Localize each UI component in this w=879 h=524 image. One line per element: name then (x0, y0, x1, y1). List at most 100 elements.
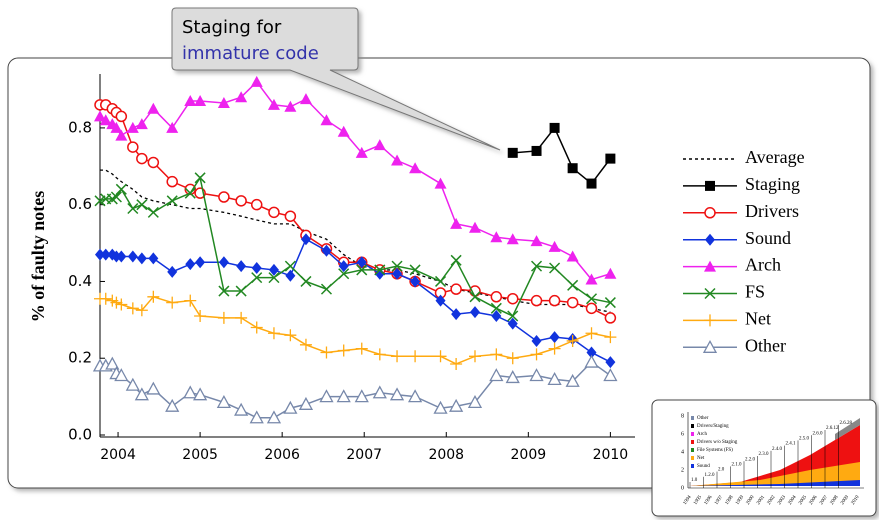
inset-legend-swatch (691, 448, 694, 452)
marker (285, 269, 296, 282)
marker (126, 121, 139, 133)
y-tick-label: 0.0 (68, 426, 92, 444)
marker (185, 258, 196, 271)
inset-legend-swatch (691, 424, 694, 428)
marker (251, 272, 263, 284)
inset-x-tick-label: 2008 (830, 495, 840, 506)
inset-version-label: 2.3.0 (759, 452, 770, 457)
marker (434, 177, 447, 189)
marker (184, 294, 197, 307)
marker (604, 312, 617, 324)
marker (148, 252, 159, 265)
marker (374, 264, 386, 276)
marker (338, 268, 350, 280)
marker (95, 248, 105, 261)
marker (372, 385, 387, 399)
marker (125, 377, 140, 391)
inset-x-tick-label: 2003 (777, 495, 787, 506)
marker (585, 273, 598, 285)
marker (356, 256, 367, 269)
inset-legend-swatch (691, 464, 694, 468)
marker (99, 114, 112, 126)
marker (126, 302, 139, 315)
marker (195, 256, 206, 269)
marker (114, 368, 129, 382)
marker (115, 110, 128, 123)
legend-label: Net (745, 309, 771, 329)
marker (505, 370, 520, 384)
marker (105, 356, 120, 370)
marker (115, 298, 128, 311)
inset-y-tick-label: 2 (681, 467, 684, 473)
marker (704, 260, 716, 272)
inset-x-tick-label: 2007 (819, 495, 829, 506)
marker (531, 334, 542, 347)
marker (136, 152, 148, 165)
marker (299, 93, 312, 105)
marker (410, 275, 421, 288)
marker (100, 248, 111, 261)
inset-version-label: 2.1.0 (732, 463, 743, 468)
legend-label: Staging (745, 174, 800, 194)
marker (584, 354, 599, 368)
y-axis-label: % of faulty notes (28, 191, 48, 323)
marker (605, 356, 616, 369)
marker (298, 396, 314, 410)
inset-version-label: 2.2.0 (745, 457, 756, 462)
inset-version-label: 2.6.12 (826, 426, 839, 431)
marker (530, 294, 543, 307)
inset-legend-label: Sound (697, 464, 710, 469)
y-tick-label: 0.2 (68, 349, 92, 367)
marker (548, 342, 561, 355)
inset-x-tick-label: 2006 (809, 495, 819, 506)
marker (392, 267, 403, 280)
marker (320, 114, 333, 126)
frame (7, 57, 871, 489)
marker (216, 395, 231, 409)
marker (184, 95, 197, 107)
marker (250, 75, 263, 87)
marker (284, 100, 297, 112)
marker (251, 262, 262, 275)
marker (235, 285, 247, 297)
x-tick-label: 2008 (428, 447, 464, 463)
marker (284, 329, 297, 342)
marker (284, 260, 296, 272)
marker (468, 350, 481, 363)
inset-version-label: 2.4.0 (772, 447, 783, 452)
marker (336, 389, 351, 403)
legend-label: Drivers (745, 201, 799, 221)
marker (435, 294, 446, 307)
marker (530, 348, 543, 361)
inset-legend-label: Drivers/Staging (697, 424, 729, 429)
inset-legend-swatch (691, 456, 694, 460)
marker (507, 317, 518, 330)
inset-x-tick-label: 2009 (840, 495, 850, 506)
inset-x-tick-label: 1996 (704, 495, 714, 506)
marker (194, 95, 207, 107)
marker (409, 350, 422, 363)
marker (490, 291, 503, 303)
legend-label: Arch (745, 255, 781, 275)
marker (267, 98, 280, 110)
marker (704, 287, 716, 300)
marker (268, 263, 279, 276)
marker (110, 121, 123, 133)
marker (469, 291, 481, 303)
marker (217, 311, 230, 324)
marker (605, 153, 616, 164)
marker (166, 175, 178, 188)
marker (355, 146, 368, 158)
marker (165, 398, 180, 412)
inset-version-label: 1.2.0 (705, 473, 716, 478)
marker (166, 121, 179, 133)
marker (548, 240, 561, 252)
marker (547, 371, 562, 385)
marker (337, 344, 350, 357)
marker (115, 129, 128, 141)
marker (450, 357, 463, 370)
inset-x-tick-label: 1998 (725, 495, 735, 506)
inset-legend-label: Arch (697, 432, 707, 437)
inset-x-tick-label: 1999 (735, 495, 745, 506)
inset-x-tick-label: 2000 (746, 495, 756, 506)
